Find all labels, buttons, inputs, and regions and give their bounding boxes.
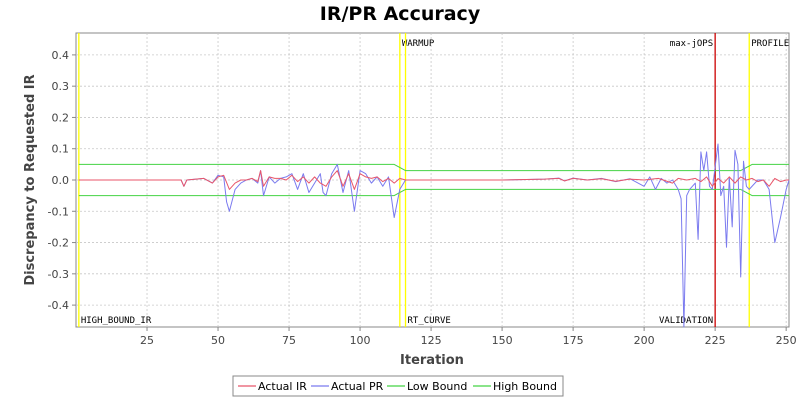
axis-ticks: 0.4 0.3 0.2 0.1 0.0 -0.1 -0.2 -0.3 -0.4 25 50 75 100…	[48, 49, 797, 347]
y-tick-label: -0.4	[48, 299, 69, 312]
y-tick-label: 0.2	[52, 111, 70, 124]
x-tick-label: 225	[705, 334, 726, 347]
legend-label: High Bound	[493, 380, 557, 393]
series-line-high-bound	[78, 163, 789, 172]
y-tick-label: -0.1	[48, 205, 69, 218]
x-tick-label: 200	[634, 334, 655, 347]
phase-marker-label: RT_CURVE	[408, 316, 451, 326]
y-axis-label: Discrepancy to Requested IR	[23, 74, 38, 285]
series-line-actual-ir	[78, 170, 789, 190]
chart-title: IR/PR Accuracy	[320, 3, 481, 25]
legend: Actual IR Actual PR Low Bound High Bound	[232, 375, 564, 397]
phase-markers: HIGH_BOUND_IR WARMUP RT_CURVE max-jOPS VALID…	[78, 33, 789, 327]
x-tick-label: 175	[563, 334, 584, 347]
legend-label: Actual PR	[331, 380, 384, 393]
y-tick-label: 0.4	[52, 49, 70, 62]
phase-marker-label: VALIDATION	[659, 316, 713, 326]
series-line-low-bound	[78, 188, 789, 197]
y-tick-label: 0.0	[52, 174, 70, 187]
x-axis-label: Iteration	[400, 353, 464, 368]
x-tick-label: 250	[776, 334, 797, 347]
legend-label: Low Bound	[407, 380, 467, 393]
phase-marker-label: WARMUP	[402, 39, 435, 49]
x-tick-label: 100	[350, 334, 371, 347]
phase-marker-label: HIGH_BOUND_IR	[81, 316, 152, 326]
grid	[76, 33, 789, 327]
phase-marker-label: PROFILE	[751, 39, 789, 49]
y-tick-label: -0.2	[48, 237, 69, 250]
y-tick-label: -0.3	[48, 268, 69, 281]
phase-marker-label: max-jOPS	[670, 39, 713, 49]
y-tick-label: 0.3	[52, 80, 70, 93]
x-tick-label: 50	[211, 334, 225, 347]
series-lines	[78, 143, 790, 328]
x-tick-label: 25	[140, 334, 154, 347]
x-tick-label: 75	[282, 334, 296, 347]
legend-label: Actual IR	[258, 380, 307, 393]
x-tick-label: 150	[492, 334, 513, 347]
y-tick-label: 0.1	[52, 143, 70, 156]
x-tick-label: 125	[421, 334, 442, 347]
